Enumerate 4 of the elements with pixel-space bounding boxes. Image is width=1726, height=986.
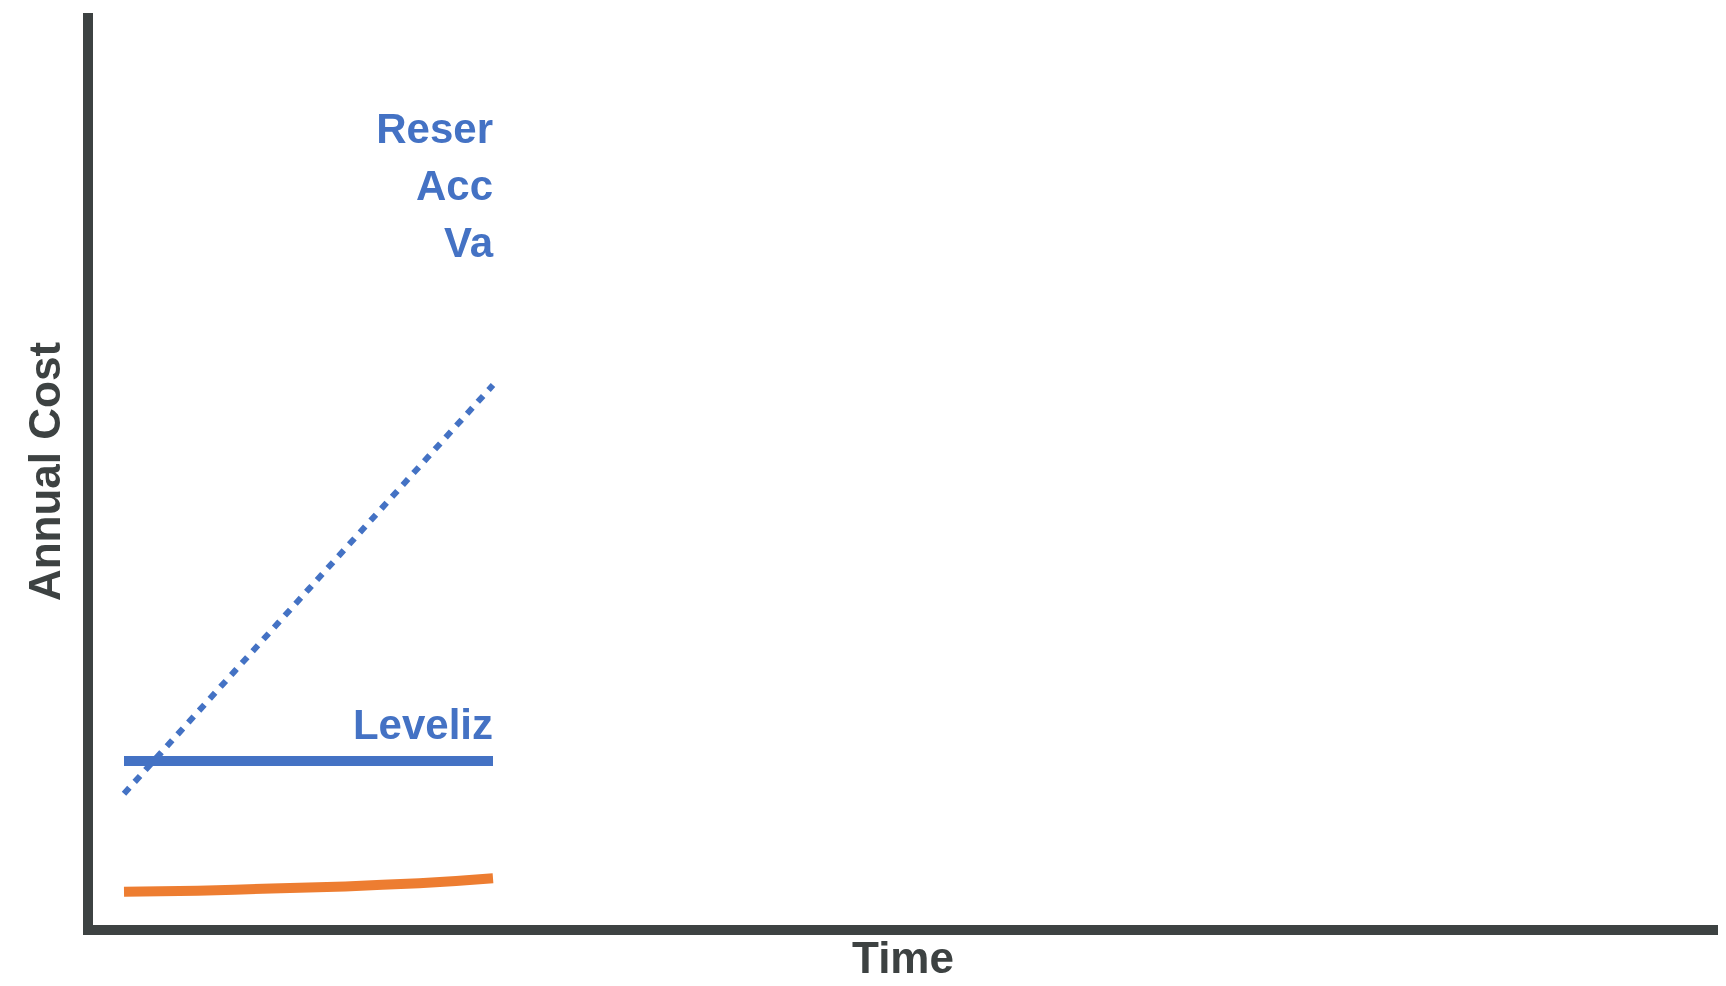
x-axis-title: Time <box>852 933 954 982</box>
text: Reser Acc Va <box>376 105 494 266</box>
y-axis-title: Annual Cost <box>20 341 69 602</box>
series-label: Leveliz <box>352 701 493 749</box>
